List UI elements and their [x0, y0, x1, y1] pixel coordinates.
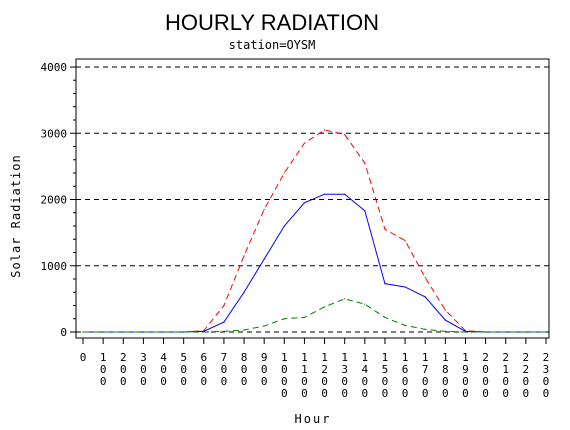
series-2-point-6 — [203, 331, 205, 333]
series-2-point-15 — [384, 316, 386, 319]
series-1-point-7 — [223, 321, 225, 323]
series-1-point-11 — [303, 202, 306, 204]
plot-frame — [75, 58, 550, 339]
series-2-point-11 — [303, 316, 306, 319]
series-1-point-15 — [384, 283, 386, 285]
series-0-point-8 — [243, 255, 245, 257]
series-2-point-0 — [82, 331, 84, 333]
series-2-point-19 — [464, 331, 467, 333]
series-2-point-7 — [223, 330, 225, 332]
series-1-point-17 — [424, 296, 426, 298]
series-2-point-13 — [344, 298, 346, 300]
x-axis-label: Hour — [295, 412, 332, 426]
series-2-point-9 — [263, 325, 265, 327]
series-0-point-17 — [424, 277, 426, 279]
series-2-point-3 — [142, 331, 144, 333]
series-line-0 — [83, 129, 546, 333]
series-2-point-22 — [525, 331, 527, 333]
series-0-point-10 — [283, 172, 285, 174]
series-1-point-16 — [404, 286, 406, 288]
series-2-point-10 — [283, 318, 285, 320]
y-tick-label-3: 3000 — [41, 127, 68, 140]
series-2-point-1 — [102, 331, 104, 333]
chart-subtitle: station=OYSM — [229, 38, 316, 52]
series-0-point-18 — [444, 309, 446, 311]
series-0-point-14 — [364, 162, 366, 164]
x-axis-ticks: 0 1 0 0 2 0 0 3 0 0 4 0 0 5 0 0 6 0 0 7 0 0 8 0 0 9 0 0 1 0 0 0 1 1 0 0 1 2 0 0… — [80, 338, 550, 400]
series-2-point-14 — [364, 303, 366, 305]
chart-title: HOURLY RADIATION — [165, 10, 379, 35]
series-1-point-9 — [263, 258, 265, 260]
y-tick-label-1: 1000 — [41, 260, 68, 273]
y-tick-label-0: 0 — [60, 326, 67, 339]
series-0-point-11 — [303, 142, 306, 144]
series-0-point-7 — [223, 304, 225, 307]
data-series — [82, 129, 547, 333]
y-axis-ticks: 0 1000 2000 3000 4000 — [41, 61, 76, 339]
y-tick-label-4: 4000 — [41, 61, 68, 74]
y-axis-label: Solar Radiation — [9, 154, 23, 277]
series-2-point-23 — [545, 331, 547, 333]
y-tick-label-2: 2000 — [41, 194, 68, 207]
series-1-point-13 — [344, 193, 346, 195]
series-0-point-9 — [263, 208, 265, 211]
series-0-point-16 — [404, 239, 406, 242]
series-1-point-18 — [444, 319, 446, 321]
series-2-point-16 — [404, 324, 406, 326]
series-1-point-12 — [323, 193, 326, 195]
series-line-1 — [83, 193, 546, 333]
series-2-point-17 — [424, 328, 426, 330]
series-2-point-4 — [162, 331, 165, 333]
series-2-point-12 — [323, 306, 326, 308]
series-0-point-12 — [323, 129, 326, 131]
series-0-point-13 — [344, 133, 346, 136]
series-2-point-2 — [122, 331, 124, 333]
series-2-point-5 — [183, 331, 185, 333]
series-1-point-10 — [283, 225, 285, 227]
x-tick-label-0: 0 — [80, 351, 87, 364]
series-2-point-20 — [485, 331, 487, 333]
series-0-point-15 — [384, 228, 386, 230]
series-2-point-18 — [444, 330, 446, 332]
series-2-point-21 — [505, 331, 507, 333]
series-1-point-8 — [243, 291, 245, 293]
series-2-point-8 — [243, 329, 245, 331]
series-line-2 — [83, 298, 546, 333]
series-1-point-14 — [364, 210, 366, 212]
